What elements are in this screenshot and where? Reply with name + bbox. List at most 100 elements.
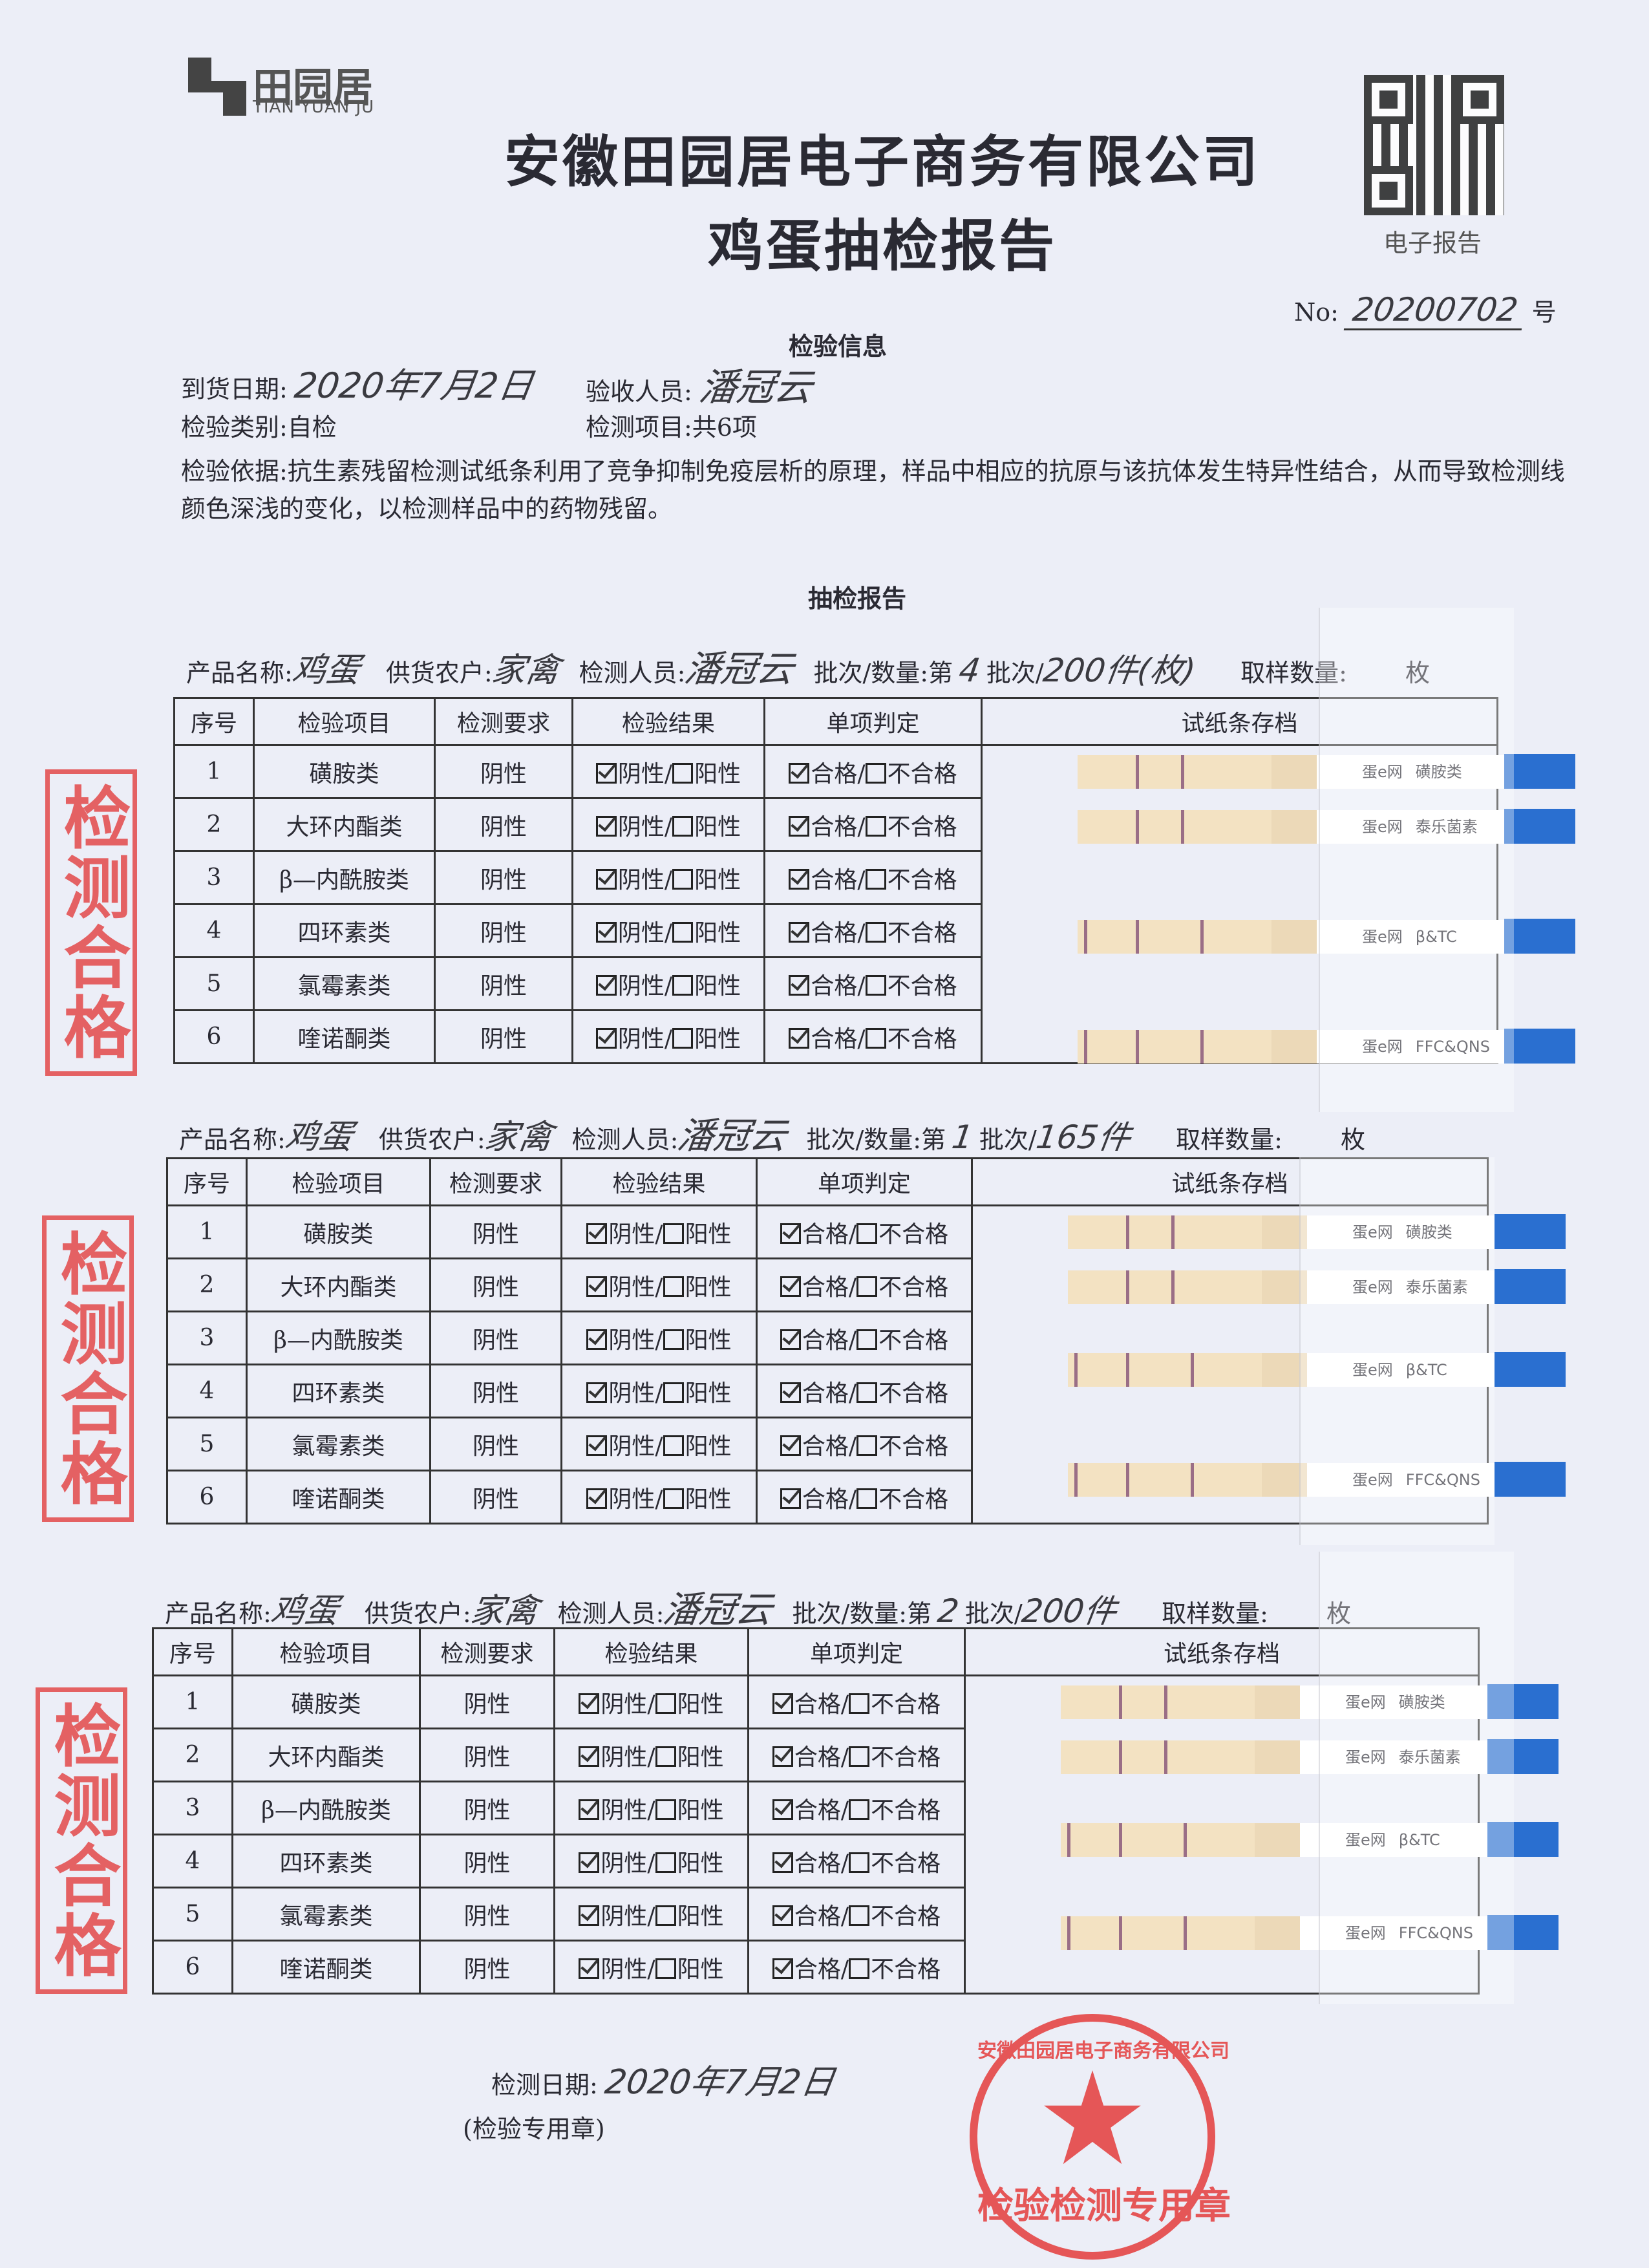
positive-checkbox[interactable] (672, 815, 694, 837)
fail-checkbox[interactable] (849, 1852, 870, 1873)
positive-checkbox[interactable] (655, 1693, 676, 1714)
positive-checkbox[interactable] (663, 1276, 684, 1297)
fail-checkbox[interactable] (849, 1799, 870, 1820)
pass-checkbox[interactable] (789, 921, 810, 943)
fail-checkbox[interactable] (865, 815, 886, 837)
fail-checkbox[interactable] (849, 1746, 870, 1767)
positive-checkbox[interactable] (663, 1435, 684, 1456)
negative-checkbox[interactable] (579, 1746, 600, 1767)
test-line (1067, 1823, 1070, 1857)
fail-checkbox[interactable] (865, 921, 886, 943)
fail-checkbox[interactable] (849, 1905, 870, 1926)
negative-checkbox[interactable] (579, 1799, 600, 1820)
negative-checkbox[interactable] (586, 1488, 608, 1509)
pass-checkbox[interactable] (772, 1958, 793, 1979)
fail-label: 不合格 (878, 1380, 949, 1407)
positive-checkbox[interactable] (672, 1027, 694, 1049)
pass-checkbox[interactable] (772, 1746, 793, 1767)
fail-checkbox[interactable] (865, 974, 886, 996)
fail-checkbox[interactable] (865, 868, 886, 890)
test-line (1136, 810, 1139, 844)
positive-checkbox[interactable] (655, 1905, 676, 1926)
positive-label: 阳性 (677, 1797, 724, 1824)
negative-checkbox[interactable] (579, 1905, 600, 1926)
strip-tab (1495, 1214, 1566, 1249)
fail-checkbox[interactable] (865, 1027, 886, 1049)
product-label: 产品名称: (186, 659, 293, 687)
pass-checkbox[interactable] (789, 974, 810, 996)
positive-checkbox[interactable] (663, 1329, 684, 1350)
test-strip: 蛋e网 泰乐菌素 (970, 1739, 1559, 1774)
negative-checkbox[interactable] (595, 868, 617, 890)
fail-checkbox[interactable] (856, 1329, 878, 1350)
pass-checkbox[interactable] (772, 1852, 793, 1873)
fail-checkbox[interactable] (856, 1488, 878, 1509)
qualified-stamp: 检测合格 (36, 1687, 127, 1994)
column-header: 检验结果 (560, 1157, 758, 1206)
negative-checkbox[interactable] (595, 762, 617, 784)
fail-checkbox[interactable] (856, 1435, 878, 1456)
negative-checkbox[interactable] (586, 1435, 608, 1456)
negative-label: 阴性 (608, 1274, 655, 1301)
positive-checkbox[interactable] (672, 868, 694, 890)
judgement: 合格/不合格 (763, 744, 983, 799)
negative-checkbox[interactable] (595, 1027, 617, 1049)
negative-checkbox[interactable] (586, 1329, 608, 1350)
positive-checkbox[interactable] (672, 762, 694, 784)
pass-label: 合格 (811, 919, 858, 947)
strip-name: 磺胺类 (1415, 763, 1462, 781)
row-number: 6 (152, 1940, 233, 1995)
product-value: 鸡蛋 (282, 1118, 356, 1157)
negative-checkbox[interactable] (586, 1382, 608, 1403)
negative-checkbox[interactable] (595, 974, 617, 996)
test-line (1191, 1353, 1194, 1387)
positive-checkbox[interactable] (663, 1382, 684, 1403)
pass-checkbox[interactable] (780, 1488, 801, 1509)
strip-label: 蛋e网 泰乐菌素 (1307, 1270, 1495, 1304)
positive-checkbox[interactable] (655, 1852, 676, 1873)
positive-checkbox[interactable] (655, 1746, 676, 1767)
pass-label: 合格 (811, 972, 858, 1000)
positive-checkbox[interactable] (655, 1799, 676, 1820)
fail-checkbox[interactable] (865, 762, 886, 784)
row-number: 3 (152, 1781, 233, 1835)
test-item: 氯霉素类 (246, 1417, 431, 1471)
negative-checkbox[interactable] (595, 921, 617, 943)
column-header: 检测要求 (429, 1157, 562, 1206)
test-strip: 蛋e网 泰乐菌素 (977, 1269, 1566, 1304)
positive-checkbox[interactable] (663, 1488, 684, 1509)
column-header: 检测要求 (434, 697, 573, 746)
pass-checkbox[interactable] (780, 1223, 801, 1244)
strip-label: 蛋e网 泰乐菌素 (1317, 810, 1504, 844)
negative-checkbox[interactable] (579, 1852, 600, 1873)
test-strip: 蛋e网 FFC&QNS (987, 1029, 1575, 1064)
negative-checkbox[interactable] (579, 1693, 600, 1714)
pass-checkbox[interactable] (772, 1799, 793, 1820)
negative-checkbox[interactable] (595, 815, 617, 837)
pass-checkbox[interactable] (772, 1905, 793, 1926)
pass-checkbox[interactable] (789, 762, 810, 784)
pass-checkbox[interactable] (780, 1435, 801, 1456)
negative-checkbox[interactable] (579, 1958, 600, 1979)
pass-checkbox[interactable] (780, 1276, 801, 1297)
pass-checkbox[interactable] (789, 1027, 810, 1049)
star-icon (1044, 2070, 1141, 2165)
pass-checkbox[interactable] (780, 1329, 801, 1350)
positive-checkbox[interactable] (663, 1223, 684, 1244)
pass-checkbox[interactable] (780, 1382, 801, 1403)
test-line (1074, 1462, 1078, 1497)
positive-checkbox[interactable] (672, 974, 694, 996)
table-row: 4 四环素类 阴性 阴性/阳性 合格/不合格 (152, 1834, 1479, 1888)
fail-checkbox[interactable] (856, 1223, 878, 1244)
pass-checkbox[interactable] (789, 868, 810, 890)
positive-checkbox[interactable] (655, 1958, 676, 1979)
negative-checkbox[interactable] (586, 1276, 608, 1297)
fail-checkbox[interactable] (856, 1276, 878, 1297)
fail-checkbox[interactable] (849, 1958, 870, 1979)
positive-checkbox[interactable] (672, 921, 694, 943)
pass-checkbox[interactable] (772, 1693, 793, 1714)
fail-checkbox[interactable] (849, 1693, 870, 1714)
pass-checkbox[interactable] (789, 815, 810, 837)
fail-checkbox[interactable] (856, 1382, 878, 1403)
negative-checkbox[interactable] (586, 1223, 608, 1244)
